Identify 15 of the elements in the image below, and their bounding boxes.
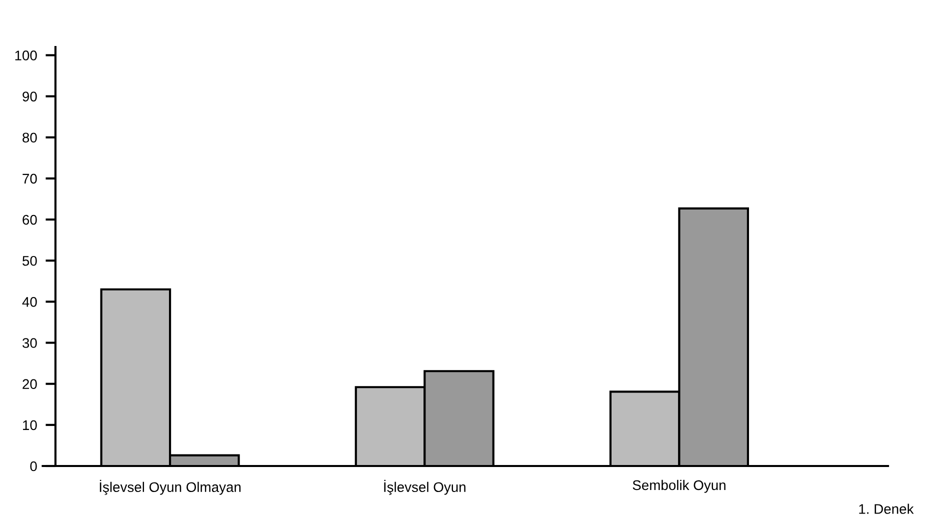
y-tick-label: 100 — [15, 50, 37, 60]
y-tick-label: 90 — [22, 92, 37, 102]
x-tick-label: Sembolik Oyun — [632, 480, 726, 493]
y-tick-label: 40 — [22, 297, 37, 307]
x-tick-label: İşlevsel Oyun Olmayan — [100, 480, 241, 495]
y-tick-label: 60 — [22, 214, 37, 225]
y-tick-label: 0 — [30, 461, 37, 472]
y-tick-label: 10 — [23, 420, 37, 430]
x-axis-title: 1. Denek — [859, 504, 914, 514]
y-tick-label: 70 — [22, 174, 37, 184]
x-tick-label: İşlevsel Oyun — [384, 480, 466, 495]
y-tick-label: 80 — [22, 132, 37, 143]
y-tick-label: 50 — [22, 256, 37, 266]
y-tick-label: 30 — [22, 338, 37, 348]
y-tick-label: 20 — [22, 379, 37, 390]
